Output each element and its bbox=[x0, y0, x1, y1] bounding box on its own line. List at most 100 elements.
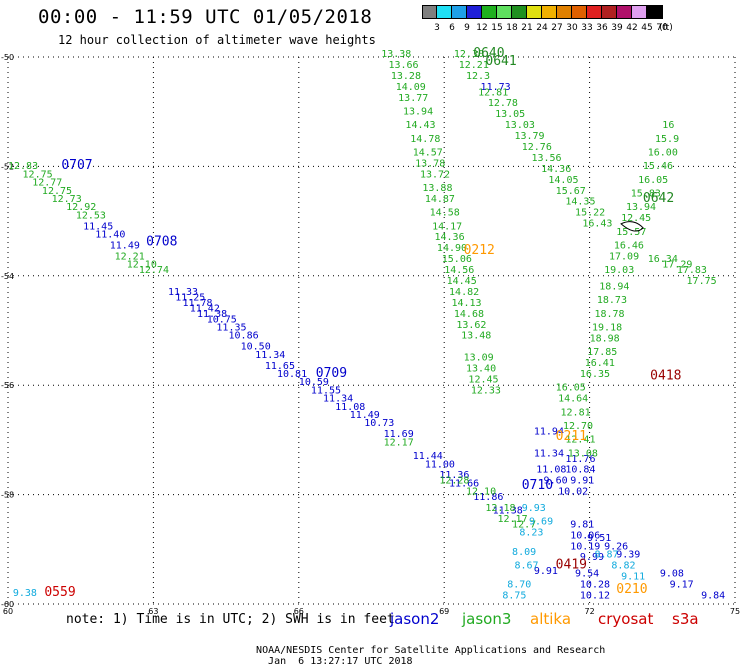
jason3-swh-label: 16.05 bbox=[638, 175, 668, 186]
altika-swh-label: 8.23 bbox=[519, 528, 543, 539]
altika-swh-label: 8.09 bbox=[512, 547, 536, 558]
jason2-swh-label: 9.26 bbox=[604, 541, 628, 552]
x-tick-label: 66 bbox=[294, 607, 304, 616]
jason2-swh-label: 11.08 bbox=[536, 465, 566, 476]
colorbar-swatch bbox=[587, 5, 602, 19]
altika-swh-label: 8.67 bbox=[514, 560, 538, 571]
jason3-swh-label: 12.77 bbox=[32, 178, 62, 189]
jason3-swh-label: 13.88 bbox=[422, 183, 452, 194]
colorbar-tick-label: 27 bbox=[551, 23, 563, 33]
jason3-swh-label: 16.00 bbox=[648, 147, 678, 158]
jason2-swh-label: 11.86 bbox=[473, 492, 503, 503]
jason3-swh-label: 15.06 bbox=[442, 254, 472, 265]
y-tick-label: -56 bbox=[1, 381, 14, 390]
jason3-swh-label: 12.83 bbox=[8, 161, 38, 172]
legend-altika: altika bbox=[530, 610, 572, 628]
jason3-swh-label: 14.45 bbox=[447, 276, 477, 287]
jason2-swh-label: 10.73 bbox=[364, 418, 394, 429]
jason2-swh-label: 10.84 bbox=[565, 465, 595, 476]
jason2-swh-label: 11.00 bbox=[425, 459, 455, 470]
y-tick-label: -58 bbox=[1, 491, 14, 500]
jason3-swh-label: 13.48 bbox=[461, 331, 491, 342]
colorbar-tick-label: 33 bbox=[581, 23, 593, 33]
jason3-swh-label: 14.05 bbox=[548, 175, 578, 186]
jason3-swh-label: 14.35 bbox=[565, 197, 595, 208]
jason2-swh-label: 11.78 bbox=[182, 298, 212, 309]
jason2-swh-label: 9.54 bbox=[575, 569, 599, 580]
jason3-swh-label: 14.58 bbox=[430, 208, 460, 219]
legend-cryosat: cryosat bbox=[598, 610, 654, 628]
jason3-swh-label: 14.36 bbox=[435, 232, 465, 243]
jason3-swh-label: 16.35 bbox=[580, 369, 610, 380]
jason3-swh-label: 14.82 bbox=[449, 287, 479, 298]
jason3-swh-label: 12.81 bbox=[561, 407, 591, 418]
jason3-swh-label: 12.21 bbox=[459, 60, 489, 71]
jason2-swh-label: 11.08 bbox=[335, 402, 365, 413]
colorbar-swatch bbox=[572, 5, 587, 19]
jason2-swh-label: 11.35 bbox=[216, 323, 246, 334]
x-tick-label: 75 bbox=[730, 607, 740, 616]
jason3-swh-label: 12.75 bbox=[23, 169, 53, 180]
jason2-swh-label: 10.02 bbox=[558, 487, 588, 498]
jason3-swh-label: 14.56 bbox=[444, 265, 474, 276]
jason2-swh-label: 11.34 bbox=[323, 394, 353, 405]
jason2-swh-label: 9.60 bbox=[544, 476, 568, 487]
jason2-swh-label: 9.91 bbox=[534, 566, 558, 577]
pass-time-label: 0708 bbox=[146, 235, 177, 250]
legend-jason2: jason2 bbox=[390, 610, 440, 628]
jason3-swh-label: 13.94 bbox=[403, 106, 433, 117]
jason3-swh-label: 13.03 bbox=[505, 120, 535, 131]
pass-time-label: 0419 bbox=[556, 557, 587, 572]
jason3-swh-label: 12.7 bbox=[512, 519, 536, 530]
x-tick-label: 63 bbox=[148, 607, 158, 616]
jason3-swh-label: 15.67 bbox=[556, 186, 586, 197]
contour-loop bbox=[620, 221, 644, 232]
colorbar-unit-label: (ft) bbox=[659, 23, 673, 33]
jason2-swh-label: 10.75 bbox=[207, 314, 237, 325]
jason2-swh-label: 11.25 bbox=[175, 292, 205, 303]
colorbar-swatch bbox=[527, 5, 542, 19]
jason2-swh-label: 10.28 bbox=[580, 580, 610, 591]
jason3-swh-label: 12.73 bbox=[52, 194, 82, 205]
colorbar-swatch bbox=[617, 5, 632, 19]
jason3-swh-label: 14.68 bbox=[454, 309, 484, 320]
footer-credit: NOAA/NESDIS Center for Satellite Applica… bbox=[244, 634, 605, 667]
colorbar-swatch bbox=[512, 5, 527, 19]
colorbar-swatch bbox=[467, 5, 482, 19]
pass-time-label: 0709 bbox=[316, 366, 347, 381]
jason2-swh-label: 11.55 bbox=[311, 385, 341, 396]
colorbar-tick-label: 70 bbox=[656, 23, 668, 33]
pass-time-label: 0418 bbox=[650, 369, 681, 384]
jason3-swh-label: 14.13 bbox=[451, 298, 481, 309]
jason3-swh-label: 16.43 bbox=[582, 219, 612, 230]
altika-swh-label: 8.75 bbox=[502, 591, 526, 602]
jason3-swh-label: 19.03 bbox=[604, 265, 634, 276]
jason3-swh-label: 12.17 bbox=[384, 437, 414, 448]
jason3-swh-label: 12.92 bbox=[66, 202, 96, 213]
jason3-swh-label: 12.78 bbox=[488, 98, 518, 109]
jason3-swh-label: 14.43 bbox=[405, 120, 435, 131]
jason3-swh-label: 12.30 bbox=[454, 49, 484, 60]
jason3-swh-label: 15.83 bbox=[631, 188, 661, 199]
jason2-swh-label: 10.06 bbox=[570, 530, 600, 541]
jason3-swh-label: 16.05 bbox=[556, 383, 586, 394]
jason3-swh-label: 12.3 bbox=[466, 71, 490, 82]
jason3-swh-label: 18.98 bbox=[590, 333, 620, 344]
y-tick-label: -60 bbox=[1, 600, 14, 609]
jason3-swh-label: 13.28 bbox=[391, 71, 421, 82]
legend-jason3: jason3 bbox=[462, 610, 512, 628]
pass-time-label: 0640 bbox=[473, 46, 504, 61]
jason2-swh-label: 11.42 bbox=[190, 303, 220, 314]
x-tick-label: 60 bbox=[3, 607, 13, 616]
jason2-swh-label: 11.49 bbox=[350, 410, 380, 421]
colorbar-tick-label: 39 bbox=[611, 23, 623, 33]
pass-time-label: 0211 bbox=[556, 429, 587, 444]
jason2-swh-label: 10.50 bbox=[241, 342, 271, 353]
jason3-swh-label: 15.46 bbox=[643, 161, 673, 172]
pass-time-label: 0559 bbox=[44, 585, 75, 600]
jason2-swh-label: 11.33 bbox=[168, 287, 198, 298]
jason3-swh-label: 13.56 bbox=[531, 153, 561, 164]
chart-subtitle: 12 hour collection of altimeter wave hei… bbox=[58, 33, 376, 47]
jason3-swh-label: 13.79 bbox=[514, 131, 544, 142]
jason3-swh-label: 17.09 bbox=[609, 251, 639, 262]
